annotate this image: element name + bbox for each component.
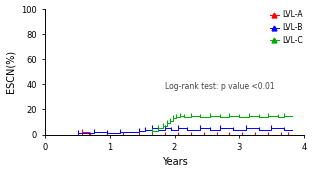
X-axis label: Years: Years [162, 157, 188, 167]
Text: Log-rank test: p value <0.01: Log-rank test: p value <0.01 [165, 82, 275, 91]
Legend: LVL-A, LVL-B, LVL-C: LVL-A, LVL-B, LVL-C [270, 10, 303, 45]
Y-axis label: ESCN(%): ESCN(%) [6, 50, 16, 93]
